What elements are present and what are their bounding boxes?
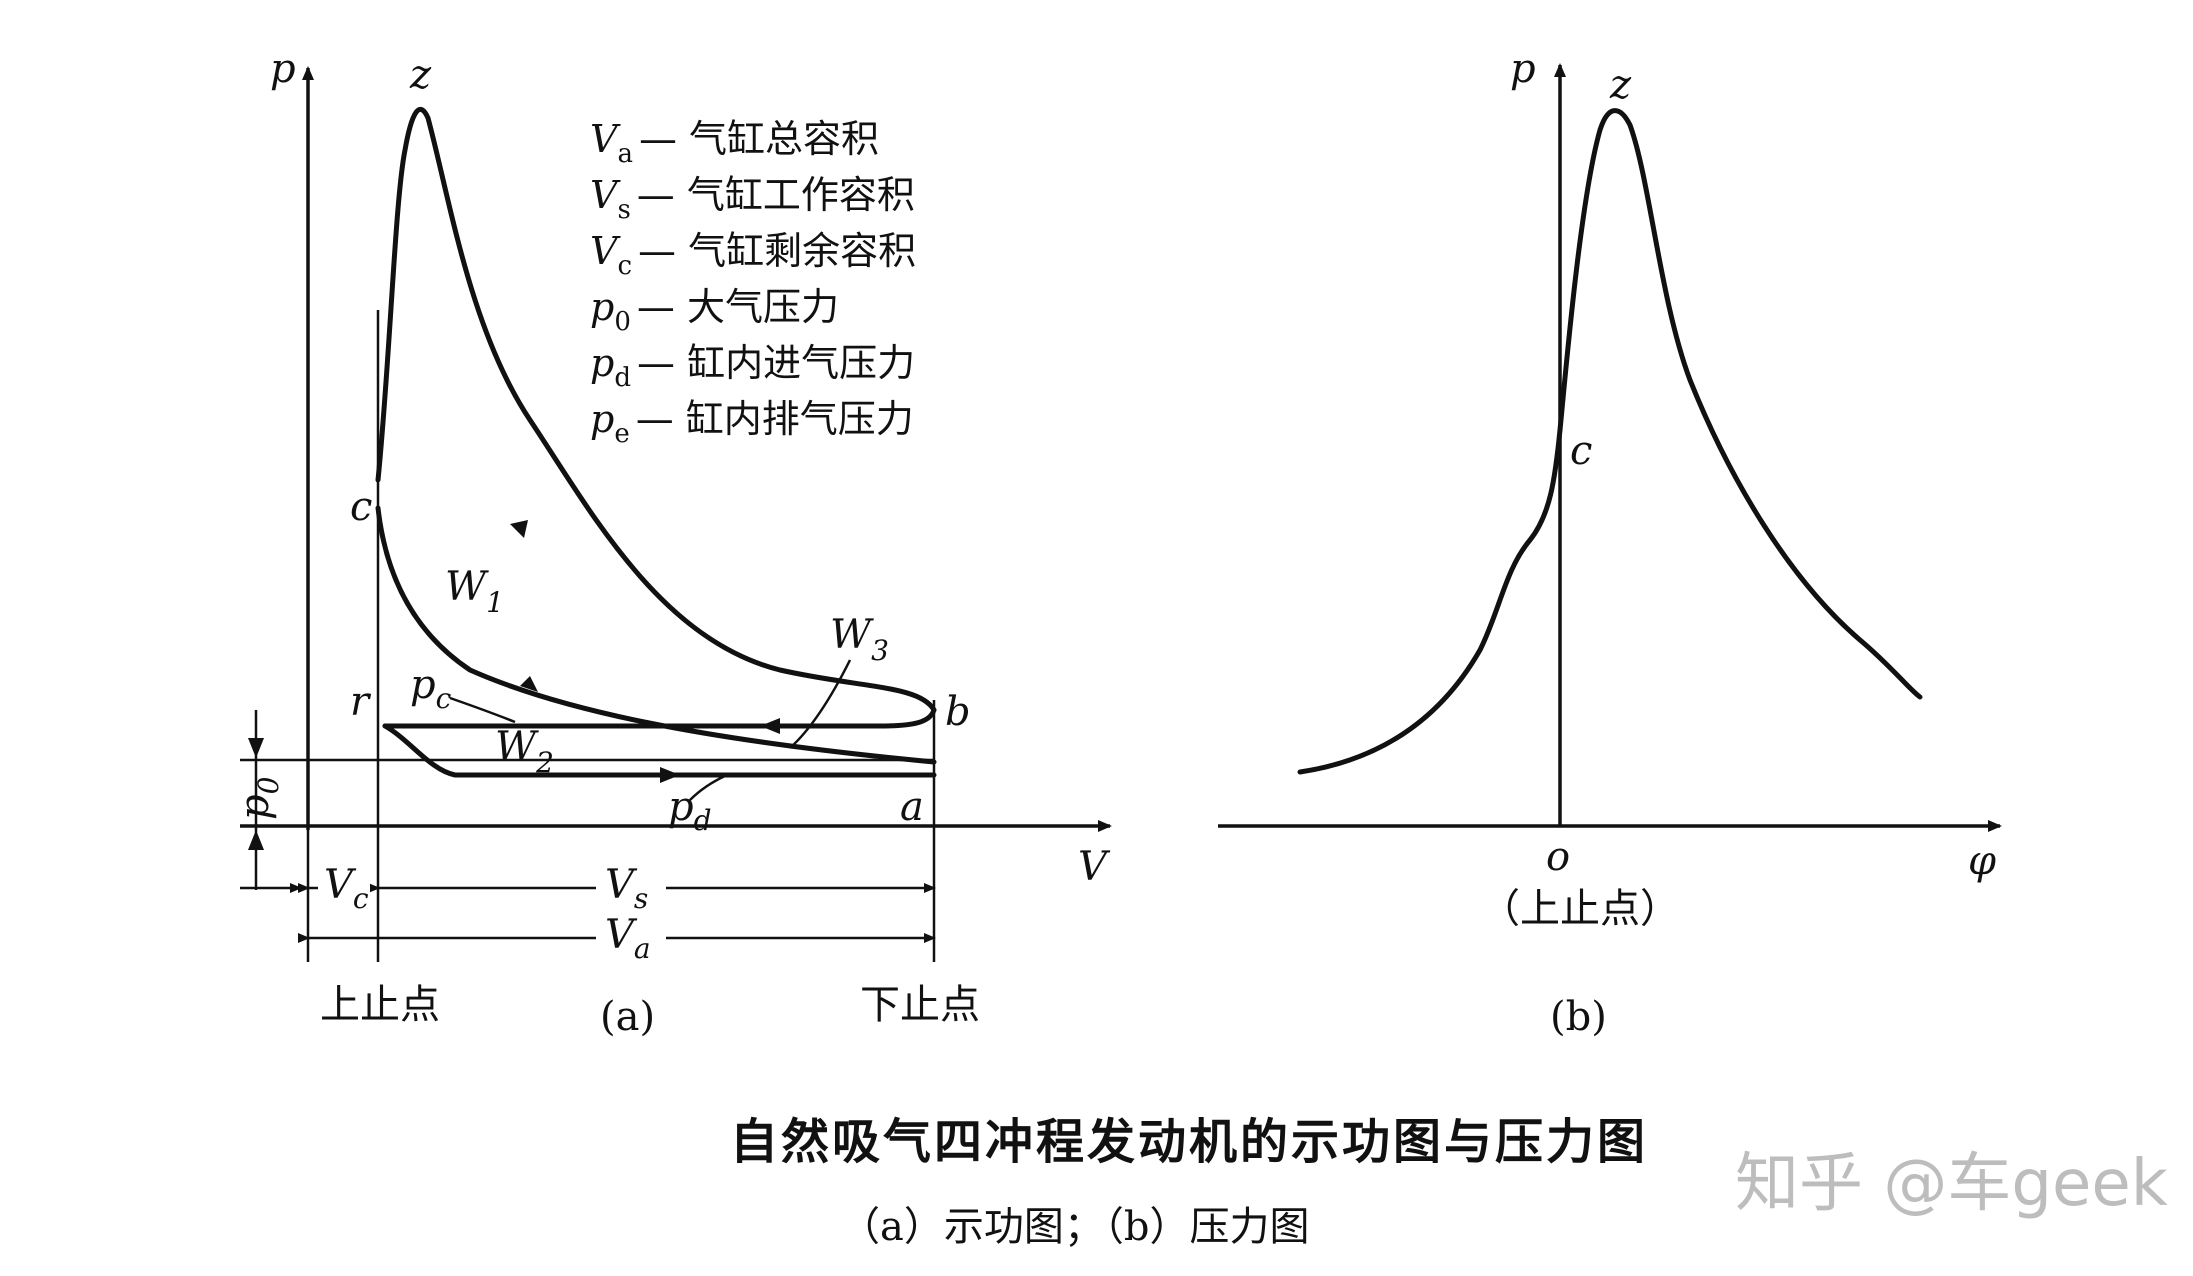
compression-arrow <box>520 676 538 692</box>
intake-arrow <box>660 767 680 783</box>
bdc-label: 下止点 <box>860 982 980 1028</box>
v-axis-label: V <box>1078 844 1111 890</box>
pc-label: pc <box>410 662 452 715</box>
vc-label: Vc <box>324 862 369 915</box>
legend-item: Vs — 气缸工作容积 <box>590 173 915 225</box>
panel-a: p V z c r b a W1 W2 W3 pc <box>232 46 1112 1040</box>
figure-subtitle: （a）示功图；（b）压力图 <box>840 1204 1309 1250</box>
point-c-label: c <box>350 484 372 530</box>
exhaust-arrow <box>760 718 780 734</box>
figure-title: 自然吸气四冲程发动机的示功图与压力图 <box>730 1114 1648 1170</box>
origin-label: o <box>1546 834 1570 880</box>
point-b-label: b <box>945 689 971 735</box>
w3-leader <box>789 659 852 749</box>
phi-axis-label: φ <box>1968 838 1996 884</box>
expansion-arrow <box>510 520 528 538</box>
p0-dim-arrow-top <box>248 738 264 758</box>
p-axis-label: p <box>270 46 296 92</box>
pd-label: pd <box>668 784 712 837</box>
origin-note: （上止点） <box>1480 886 1680 932</box>
exhaust-line <box>382 707 937 729</box>
legend-item: p0— 大气压力 <box>590 285 839 337</box>
pressure-curve <box>1297 108 1923 775</box>
pc-leader <box>449 696 516 724</box>
legend-item: Vc — 气缸剩余容积 <box>590 229 916 281</box>
tdc-label: 上止点 <box>320 982 440 1028</box>
legend-item: Va — 气缸总容积 <box>590 117 879 169</box>
point-c-b-label: c <box>1570 428 1592 474</box>
point-z-label: z <box>409 52 432 98</box>
point-z-b-label: z <box>1609 62 1632 108</box>
w2-label: W2 <box>495 724 554 779</box>
panel-b: p φ z c o （上止点） (b) <box>1218 46 2002 1040</box>
p-axis-b-label: p <box>1510 46 1536 92</box>
p0-dim-arrow-bottom <box>248 830 264 850</box>
w3-label: W3 <box>830 612 889 667</box>
panel-b-caption: (b) <box>1550 994 1607 1040</box>
point-r-label: r <box>350 679 372 725</box>
p0-label: p0 <box>232 777 285 820</box>
panel-a-caption: (a) <box>600 994 655 1040</box>
watermark: 知乎 @车geek <box>1735 1147 2168 1221</box>
vs-label: Vs <box>605 862 648 915</box>
point-a-label: a <box>900 784 924 830</box>
legend-item: pd — 缸内进气压力 <box>590 341 915 393</box>
w1-label: W1 <box>445 564 504 619</box>
intake-line <box>382 723 937 778</box>
combustion-expansion-curve <box>375 106 937 713</box>
pd-leader <box>689 774 726 801</box>
va-label: Va <box>605 912 651 965</box>
compression-curve <box>375 505 937 765</box>
legend-item: pe — 缸内排气压力 <box>590 397 914 449</box>
